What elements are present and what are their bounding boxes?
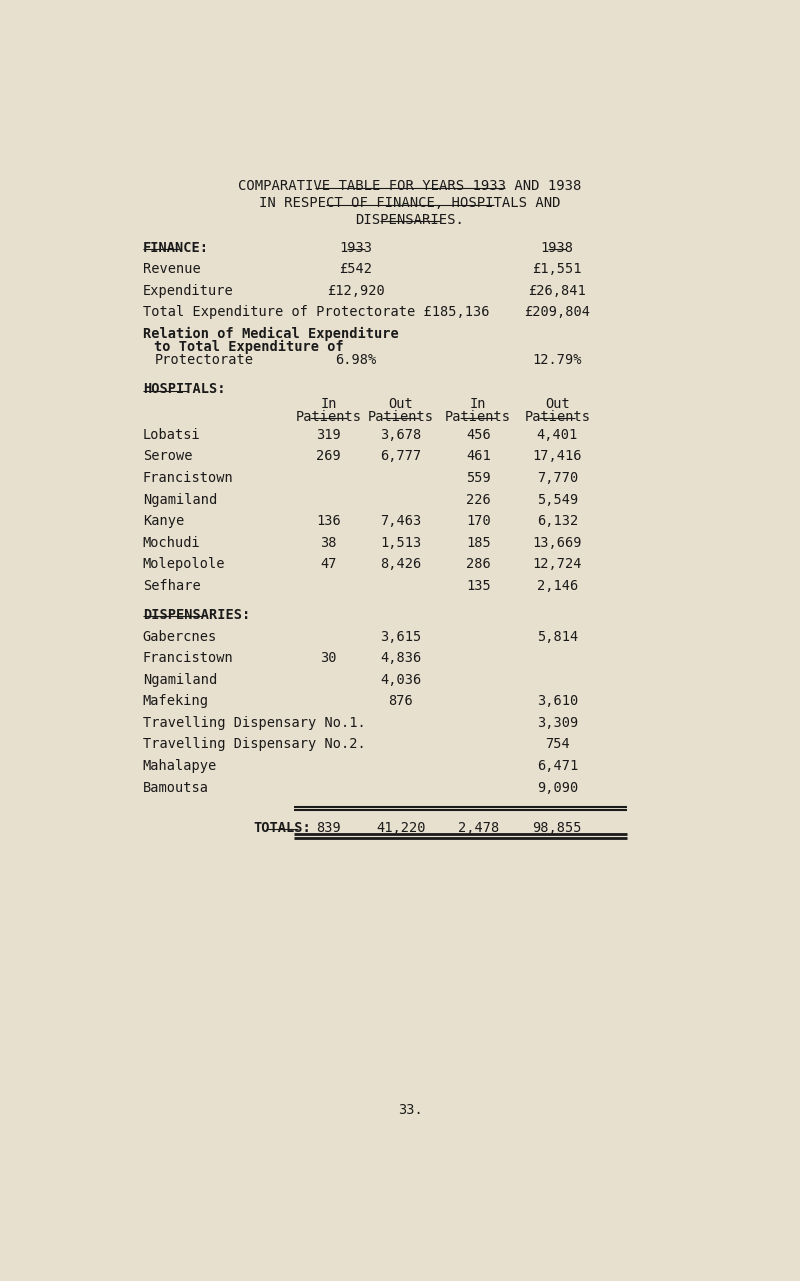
Text: Gabercnes: Gabercnes [142, 629, 217, 643]
Text: 9,090: 9,090 [537, 780, 578, 794]
Text: 4,836: 4,836 [380, 651, 422, 665]
Text: 136: 136 [316, 514, 341, 528]
Text: Relation of Medical Expenditure: Relation of Medical Expenditure [142, 327, 398, 341]
Text: 461: 461 [466, 450, 490, 464]
Text: 6,777: 6,777 [380, 450, 422, 464]
Text: Total Expenditure of Protectorate £185,136: Total Expenditure of Protectorate £185,1… [142, 305, 489, 319]
Text: Protectorate: Protectorate [154, 354, 254, 368]
Text: In: In [320, 397, 337, 411]
Text: Francistown: Francistown [142, 471, 234, 485]
Text: 754: 754 [545, 738, 570, 752]
Text: Ngamiland: Ngamiland [142, 492, 217, 506]
Text: 839: 839 [316, 821, 341, 834]
Text: 41,220: 41,220 [376, 821, 426, 834]
Text: Kanye: Kanye [142, 514, 184, 528]
Text: 456: 456 [466, 428, 490, 442]
Text: 98,855: 98,855 [533, 821, 582, 834]
Text: 13,669: 13,669 [533, 535, 582, 550]
Text: 5,814: 5,814 [537, 629, 578, 643]
Text: 6,132: 6,132 [537, 514, 578, 528]
Text: Revenue: Revenue [142, 263, 200, 277]
Text: Travelling Dispensary No.1.: Travelling Dispensary No.1. [142, 716, 366, 730]
Text: FINANCE:: FINANCE: [142, 241, 209, 255]
Text: 1938: 1938 [541, 241, 574, 255]
Text: 226: 226 [466, 492, 490, 506]
Text: £542: £542 [339, 263, 372, 277]
Text: Travelling Dispensary No.2.: Travelling Dispensary No.2. [142, 738, 366, 752]
Text: Mochudi: Mochudi [142, 535, 200, 550]
Text: Lobatsi: Lobatsi [142, 428, 200, 442]
Text: Out: Out [388, 397, 413, 411]
Text: £26,841: £26,841 [528, 284, 586, 298]
Text: 3,678: 3,678 [380, 428, 422, 442]
Text: 30: 30 [320, 651, 337, 665]
Text: 1,513: 1,513 [380, 535, 422, 550]
Text: 12.79%: 12.79% [533, 354, 582, 368]
Text: Patients: Patients [445, 410, 511, 424]
Text: In: In [470, 397, 486, 411]
Text: 3,309: 3,309 [537, 716, 578, 730]
Text: 269: 269 [316, 450, 341, 464]
Text: Patients: Patients [296, 410, 362, 424]
Text: DISPENSARIES.: DISPENSARIES. [355, 213, 465, 227]
Text: to Total Expenditure of: to Total Expenditure of [154, 339, 344, 355]
Text: Ngamiland: Ngamiland [142, 673, 217, 687]
Text: 38: 38 [320, 535, 337, 550]
Text: 4,401: 4,401 [537, 428, 578, 442]
Text: 170: 170 [466, 514, 490, 528]
Text: 7,463: 7,463 [380, 514, 422, 528]
Text: 286: 286 [466, 557, 490, 571]
Text: Molepolole: Molepolole [142, 557, 225, 571]
Text: 4,036: 4,036 [380, 673, 422, 687]
Text: 319: 319 [316, 428, 341, 442]
Text: Out: Out [545, 397, 570, 411]
Text: 6,471: 6,471 [537, 758, 578, 772]
Text: 47: 47 [320, 557, 337, 571]
Text: 33.: 33. [398, 1103, 422, 1117]
Text: 1933: 1933 [339, 241, 372, 255]
Text: 17,416: 17,416 [533, 450, 582, 464]
Text: IN RESPECT OF FINANCE, HOSPITALS AND: IN RESPECT OF FINANCE, HOSPITALS AND [259, 196, 561, 210]
Text: £209,804: £209,804 [524, 305, 590, 319]
Text: 6.98%: 6.98% [335, 354, 376, 368]
Text: £1,551: £1,551 [533, 263, 582, 277]
Text: 876: 876 [388, 694, 413, 708]
Text: HOSPITALS:: HOSPITALS: [142, 383, 225, 396]
Text: 559: 559 [466, 471, 490, 485]
Text: Patients: Patients [368, 410, 434, 424]
Text: 2,478: 2,478 [458, 821, 499, 834]
Text: Francistown: Francistown [142, 651, 234, 665]
Text: 3,610: 3,610 [537, 694, 578, 708]
Text: 185: 185 [466, 535, 490, 550]
Text: TOTALS:: TOTALS: [254, 821, 311, 834]
Text: 12,724: 12,724 [533, 557, 582, 571]
Text: Sefhare: Sefhare [142, 579, 200, 593]
Text: 135: 135 [466, 579, 490, 593]
Text: Serowe: Serowe [142, 450, 192, 464]
Text: Mahalapye: Mahalapye [142, 758, 217, 772]
Text: Patients: Patients [524, 410, 590, 424]
Text: Expenditure: Expenditure [142, 284, 234, 298]
Text: COMPARATIVE TABLE FOR YEARS 1933 AND 1938: COMPARATIVE TABLE FOR YEARS 1933 AND 193… [238, 179, 582, 193]
Text: Mafeking: Mafeking [142, 694, 209, 708]
Text: DISPENSARIES:: DISPENSARIES: [142, 608, 250, 623]
Text: 8,426: 8,426 [380, 557, 422, 571]
Text: 3,615: 3,615 [380, 629, 422, 643]
Text: Bamoutsa: Bamoutsa [142, 780, 209, 794]
Text: 7,770: 7,770 [537, 471, 578, 485]
Text: 5,549: 5,549 [537, 492, 578, 506]
Text: £12,920: £12,920 [327, 284, 385, 298]
Text: 2,146: 2,146 [537, 579, 578, 593]
